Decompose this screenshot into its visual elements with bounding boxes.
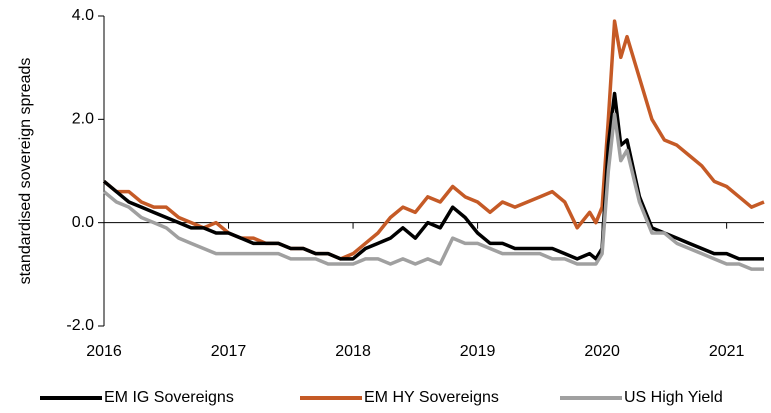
legend-label: EM HY Sovereigns bbox=[364, 389, 499, 406]
y-tick-label: -2.0 bbox=[66, 317, 94, 334]
x-tick-label: 2019 bbox=[460, 343, 496, 360]
x-tick-label: 2018 bbox=[335, 343, 371, 360]
y-tick-label: 0.0 bbox=[72, 214, 94, 231]
y-axis-label: standardised sovereign spreads bbox=[17, 58, 34, 285]
y-tick-label: 4.0 bbox=[72, 7, 94, 24]
legend-label: US High Yield bbox=[624, 389, 723, 406]
series-line bbox=[102, 112, 764, 271]
x-tick-label: 2017 bbox=[211, 343, 247, 360]
series-line bbox=[102, 91, 764, 261]
x-tick-label: 2021 bbox=[709, 343, 745, 360]
x-tick-label: 2020 bbox=[584, 343, 620, 360]
legend-label: EM IG Sovereigns bbox=[104, 389, 234, 406]
x-tick-label: 2016 bbox=[86, 343, 122, 360]
y-tick-label: 2.0 bbox=[72, 111, 94, 128]
series-line bbox=[102, 19, 765, 261]
